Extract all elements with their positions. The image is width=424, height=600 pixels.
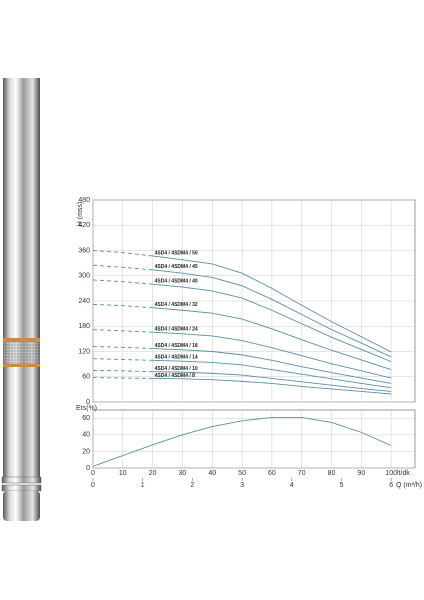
y-axis-label: Ets(%) bbox=[76, 405, 97, 412]
x-tick-label: 60 bbox=[268, 470, 276, 477]
x2-tick-label: 5 bbox=[340, 482, 344, 489]
x-tick-label: 40 bbox=[208, 470, 216, 477]
x-tick-label: 30 bbox=[179, 470, 187, 477]
x-tick-label: 10 bbox=[119, 470, 127, 477]
line-dashed bbox=[93, 369, 153, 373]
y-tick-label: 60 bbox=[82, 374, 90, 381]
x-axis-label: Q (m³/h) bbox=[396, 482, 422, 489]
series-label: 4SD4 / 4SDM4 / 18 bbox=[155, 343, 198, 349]
pump-image bbox=[1, 78, 42, 521]
y-tick-label: 480 bbox=[78, 197, 90, 204]
y-tick-label: 360 bbox=[78, 247, 90, 254]
x2-tick-label: 3 bbox=[240, 482, 244, 489]
line-dashed bbox=[93, 264, 153, 271]
series-label: 4SD4 / 4SDM4 / 50 bbox=[155, 250, 198, 256]
plot-frame bbox=[92, 409, 416, 469]
line-dashed bbox=[93, 329, 153, 333]
series-label: 4SD4 / 4SDM4 / 45 bbox=[155, 264, 198, 270]
y-axis-label: H (mss) bbox=[77, 202, 84, 227]
chart: H (mss) Ets(%) lt/dk Q (m³/h) 0601201802… bbox=[76, 197, 422, 489]
line-solid bbox=[152, 283, 392, 363]
x2-tick-label: 0 bbox=[91, 482, 95, 489]
y-tick-label: 20 bbox=[82, 448, 90, 455]
x-tick-label: 20 bbox=[149, 470, 157, 477]
line-solid bbox=[152, 331, 392, 379]
x-axis-label: lt/dk bbox=[397, 470, 410, 477]
x2-tick-label: 1 bbox=[141, 482, 145, 489]
line-dashed bbox=[93, 377, 153, 379]
y-tick-label: 420 bbox=[78, 222, 90, 229]
x-tick-label: 100 bbox=[385, 470, 397, 477]
x2-tick-label: 6 bbox=[389, 482, 393, 489]
line-dashed bbox=[93, 346, 153, 350]
x-tick-label: 90 bbox=[357, 470, 365, 477]
series-label: 4SD4 / 4SDM4 / 10 bbox=[155, 366, 198, 372]
series-label: 4SD4 / 4SDM4 / 40 bbox=[155, 278, 198, 284]
line bbox=[92, 417, 392, 467]
y-tick-label: 180 bbox=[78, 323, 90, 330]
line-dashed bbox=[93, 358, 153, 361]
line-solid bbox=[152, 307, 392, 371]
x2-tick-label: 4 bbox=[290, 482, 294, 489]
series-label: 4SD4 / 4SDM4 / 14 bbox=[155, 355, 198, 361]
line-solid bbox=[152, 359, 392, 389]
line-dashed bbox=[93, 303, 153, 309]
line-dashed bbox=[93, 279, 153, 285]
y-tick-label: 120 bbox=[78, 348, 90, 355]
line-solid bbox=[152, 348, 392, 384]
series-label: 4SD4 / 4SDM4 / 24 bbox=[155, 326, 198, 332]
y-tick-label: 40 bbox=[82, 432, 90, 439]
x-tick-label: 50 bbox=[238, 470, 246, 477]
x-tick-label: 0 bbox=[91, 470, 95, 477]
series-label: 4SD4 / 4SDM4 / 32 bbox=[155, 302, 198, 308]
y-tick-label: 0 bbox=[86, 465, 90, 472]
series-label: 4SD4 / 4SDM4 / 8 bbox=[155, 373, 196, 379]
y-tick-label: 300 bbox=[78, 273, 90, 280]
y-tick-label: 60 bbox=[82, 415, 90, 422]
line-solid bbox=[152, 377, 392, 395]
line-dashed bbox=[93, 250, 153, 257]
y-tick-label: 0 bbox=[86, 399, 90, 406]
x2-tick-label: 2 bbox=[190, 482, 194, 489]
x-tick-label: 80 bbox=[328, 470, 336, 477]
line-solid bbox=[152, 269, 392, 358]
x-tick-label: 70 bbox=[298, 470, 306, 477]
y-tick-label: 240 bbox=[78, 298, 90, 305]
line-solid bbox=[152, 255, 392, 353]
line-solid bbox=[152, 371, 392, 392]
